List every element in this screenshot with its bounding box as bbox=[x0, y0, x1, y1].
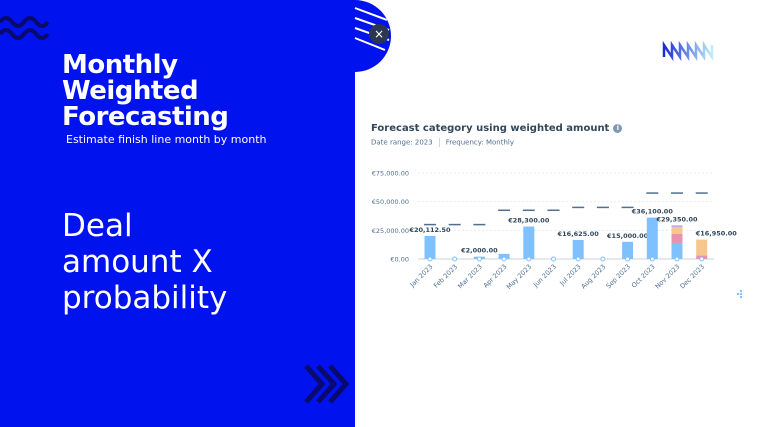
x-tick-label: Sep 2023 bbox=[605, 263, 632, 290]
data-label: €15,000.00 bbox=[606, 232, 649, 240]
point-marker bbox=[526, 256, 532, 262]
data-label: €16,950.00 bbox=[695, 230, 738, 238]
y-tick-label: €50,000.00 bbox=[372, 198, 409, 206]
chevrons-icon bbox=[304, 364, 350, 404]
report-title-text: Forecast category using weighted amount bbox=[371, 123, 610, 134]
bar-segment bbox=[572, 239, 584, 259]
body-line: amount X bbox=[62, 244, 213, 280]
bar-segment bbox=[671, 226, 683, 234]
bar-segment bbox=[622, 241, 634, 259]
bar-segment bbox=[646, 217, 658, 259]
decorations bbox=[0, 16, 350, 404]
point-marker bbox=[625, 256, 631, 262]
x-tick-label: Jan 2023 bbox=[408, 263, 435, 290]
body-line: Deal bbox=[62, 208, 133, 244]
data-label: €2,000.00 bbox=[460, 247, 498, 255]
title-line: Monthly bbox=[62, 50, 178, 80]
title-line: Weighted bbox=[62, 76, 199, 106]
point-marker bbox=[551, 256, 556, 262]
point-marker bbox=[427, 256, 433, 262]
bar-segment bbox=[523, 226, 535, 259]
data-label: €36,100.00 bbox=[631, 208, 674, 216]
slide-title: Monthly Weighted Forecasting bbox=[62, 50, 229, 132]
date-range[interactable]: Date range: 2023 bbox=[371, 138, 433, 147]
wave-icon bbox=[0, 16, 50, 40]
frequency[interactable]: Frequency: Monthly bbox=[445, 138, 514, 147]
y-tick-label: €25,000.00 bbox=[372, 227, 409, 235]
x-tick-label: May 2023 bbox=[505, 263, 533, 291]
point-marker bbox=[575, 256, 581, 262]
bar-segment bbox=[498, 253, 510, 259]
slide-subtitle: Estimate finish line month by month bbox=[66, 133, 267, 146]
point-marker bbox=[476, 256, 482, 262]
x-tick-label: Aug 2023 bbox=[580, 263, 608, 291]
info-icon[interactable]: i bbox=[613, 123, 623, 133]
point-marker bbox=[699, 256, 705, 262]
data-label: €16,625.00 bbox=[557, 230, 600, 238]
data-label: €29,350.00 bbox=[655, 215, 698, 223]
x-tick-label: Jul 2023 bbox=[558, 263, 583, 288]
x-tick-label: Jun 2023 bbox=[531, 263, 558, 290]
point-marker bbox=[452, 256, 458, 262]
data-label: €28,300.00 bbox=[507, 217, 550, 225]
title-line: Forecasting bbox=[62, 102, 229, 132]
body-line: probability bbox=[62, 280, 228, 316]
slide-body: Deal amount X probability bbox=[62, 208, 227, 316]
point-marker bbox=[600, 256, 606, 262]
point-marker bbox=[649, 256, 655, 262]
point-marker bbox=[501, 256, 507, 262]
x-tick-label: Mar 2023 bbox=[456, 263, 483, 290]
point-marker bbox=[674, 256, 680, 262]
x-tick-label: Feb 2023 bbox=[432, 263, 459, 290]
y-tick-label: €75,000.00 bbox=[372, 170, 409, 178]
slide-panel: Monthly Weighted Forecasting Estimate fi… bbox=[0, 0, 355, 427]
bar-segment bbox=[671, 242, 683, 259]
report-title: Forecast category using weighted amount i bbox=[371, 123, 623, 134]
close-button[interactable]: × bbox=[369, 24, 389, 44]
bar-segment bbox=[671, 225, 683, 227]
x-tick-label: Dec 2023 bbox=[678, 263, 706, 291]
data-label: €20,112.50 bbox=[408, 226, 451, 234]
bar-segment bbox=[424, 235, 436, 259]
report-meta: Date range: 2023 Frequency: Monthly bbox=[371, 138, 514, 147]
x-tick-label: Oct 2023 bbox=[630, 263, 657, 290]
report-panel bbox=[355, 0, 759, 427]
x-tick-label: Nov 2023 bbox=[654, 263, 682, 291]
bar-segment bbox=[696, 239, 708, 256]
bar-segment bbox=[671, 233, 683, 243]
y-tick-label: €0.00 bbox=[390, 256, 409, 264]
